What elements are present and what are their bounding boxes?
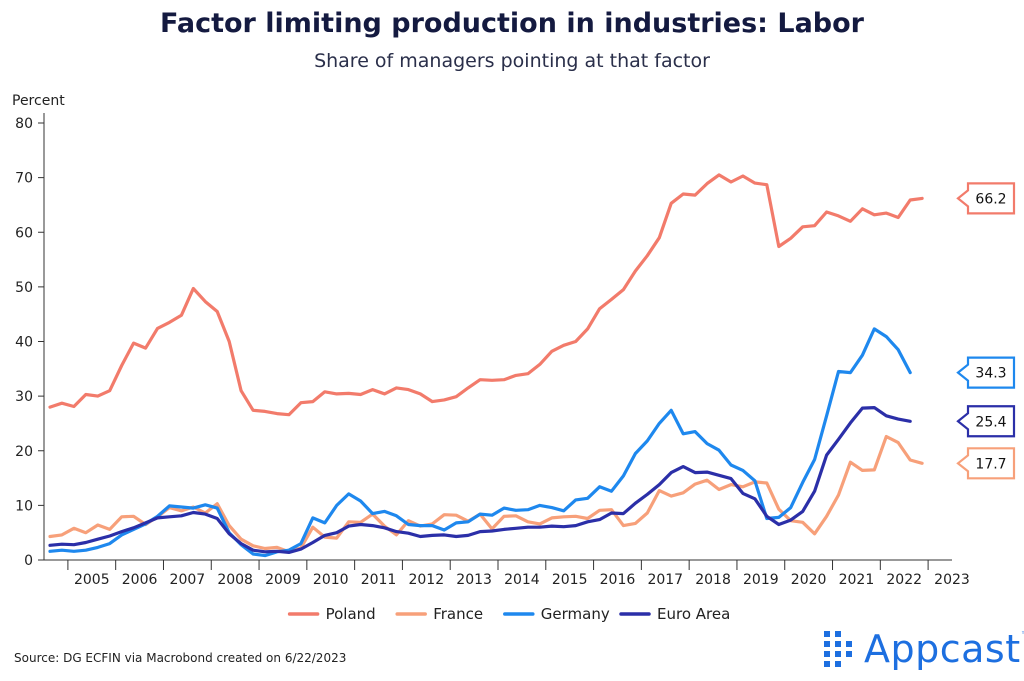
end-label-box: [956, 447, 1016, 480]
appcast-grid-icon: [824, 631, 852, 667]
series-line-euro-area: [48, 406, 912, 555]
x-tick-label: 2018: [695, 572, 731, 588]
source-note: Source: DG ECFIN via Macrobond created o…: [14, 651, 347, 665]
x-tick-label: 2005: [74, 572, 110, 588]
y-tick-label: 10: [15, 498, 33, 514]
end-label-box: [956, 182, 1016, 215]
end-labels: 66.2 17.7 34.3 25.4: [956, 182, 1016, 480]
logo-text: Appcast: [864, 627, 1021, 671]
chart-subtitle: Share of managers pointing at that facto…: [314, 50, 710, 72]
x-tick-label: 2009: [265, 572, 301, 588]
legend-label: Germany: [541, 605, 610, 623]
legend-label: France: [433, 605, 483, 623]
series-line-germany: [48, 327, 912, 558]
legend: Poland France Germany Euro Area: [287, 605, 730, 623]
x-tick-label: 2010: [313, 572, 349, 588]
end-label-value: 25.4: [975, 414, 1006, 430]
end-label-value: 66.2: [975, 191, 1006, 207]
end-label-box: [956, 405, 1016, 438]
x-tick-label: 2019: [743, 572, 779, 588]
appcast-logo: Appcast ™: [822, 625, 1024, 673]
chart-title: Factor limiting production in industries…: [160, 8, 864, 39]
series-lines: [48, 173, 924, 558]
y-tick-label: 20: [15, 444, 33, 460]
x-tick-label: 2013: [456, 572, 492, 588]
x-tick-label: 2017: [647, 572, 683, 588]
y-tick-label: 0: [24, 553, 33, 569]
series-line-france: [48, 434, 924, 554]
x-tick-label: 2011: [361, 572, 397, 588]
y-tick-label: 80: [15, 116, 33, 132]
y-tick-label: 30: [15, 389, 33, 405]
legend-label: Poland: [326, 605, 376, 623]
axes: 0 10 20 30 40 50 60 70 80 2005 2006 2007 2008 2009 201…: [15, 113, 970, 588]
end-label-value: 17.7: [975, 456, 1006, 472]
y-tick-label: 40: [15, 335, 33, 351]
series-line-poland: [48, 173, 924, 417]
x-tick-label: 2006: [122, 572, 158, 588]
x-tick-label: 2023: [934, 572, 970, 588]
y-axis-label: Percent: [12, 93, 65, 109]
legend-label: Euro Area: [657, 605, 730, 623]
x-tick-label: 2015: [552, 572, 588, 588]
x-tick-label: 2014: [504, 572, 540, 588]
x-tick-label: 2012: [408, 572, 444, 588]
x-tick-label: 2022: [886, 572, 922, 588]
x-tick-label: 2020: [791, 572, 827, 588]
end-label-box: [956, 356, 1016, 389]
x-tick-label: 2007: [170, 572, 206, 588]
end-label-value: 34.3: [975, 366, 1006, 382]
y-tick-label: 70: [15, 171, 33, 187]
y-tick-label: 50: [15, 280, 33, 296]
x-tick-label: 2016: [600, 572, 636, 588]
x-tick-label: 2021: [839, 572, 875, 588]
y-tick-label: 60: [15, 225, 33, 241]
logo-trademark: ™: [1021, 631, 1024, 641]
x-tick-label: 2008: [217, 572, 253, 588]
